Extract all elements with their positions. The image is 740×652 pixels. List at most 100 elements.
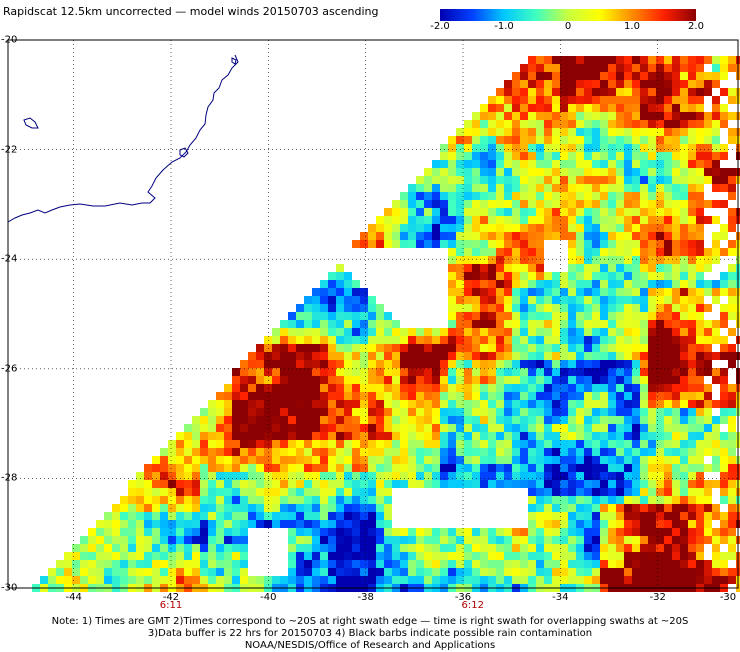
swath-cell [576, 424, 584, 432]
swath-cell [656, 464, 664, 472]
swath-cell [304, 352, 312, 360]
swath-cell [720, 224, 728, 232]
swath-cell [672, 96, 680, 104]
swath-cell [568, 88, 576, 96]
swath-cell [712, 432, 720, 440]
swath-cell [648, 504, 656, 512]
swath-cell [456, 296, 464, 304]
swath-cell [704, 216, 712, 224]
swath-cell [720, 144, 728, 152]
swath-cell [616, 120, 624, 128]
swath-cell [312, 344, 320, 352]
swath-cell [416, 376, 424, 384]
swath-cell [120, 528, 128, 536]
swath-cell [648, 352, 656, 360]
swath-cell [248, 472, 256, 480]
swath-cell [680, 200, 688, 208]
swath-cell [664, 240, 672, 248]
swath-cell [648, 248, 656, 256]
swath-cell [576, 384, 584, 392]
swath-cell [664, 424, 672, 432]
swath-cell [408, 392, 416, 400]
swath-cell [680, 416, 688, 424]
swath-cell [304, 344, 312, 352]
swath-cell [264, 392, 272, 400]
swath-cell [240, 400, 248, 408]
swath-cell [504, 280, 512, 288]
swath-cell [480, 152, 488, 160]
swath-cell [648, 512, 656, 520]
swath-cell [656, 208, 664, 216]
swath-cell [600, 464, 608, 472]
swath-cell [480, 176, 488, 184]
swath-cell [624, 96, 632, 104]
swath-cell [696, 344, 704, 352]
swath-cell [368, 560, 376, 568]
swath-cell [688, 304, 696, 312]
swath-cell [560, 544, 568, 552]
swath-cell [640, 184, 648, 192]
swath-cell [616, 448, 624, 456]
swath-cell [632, 184, 640, 192]
swath-cell [504, 288, 512, 296]
swath-cell [600, 488, 608, 496]
swath-cell [672, 264, 680, 272]
swath-cell [560, 160, 568, 168]
swath-cell [184, 576, 192, 584]
swath-cell [512, 424, 520, 432]
swath-cell [584, 456, 592, 464]
swath-cell [632, 472, 640, 480]
swath-cell [448, 464, 456, 472]
swath-cell [728, 192, 736, 200]
swath-cell [352, 432, 360, 440]
swath-cell [88, 576, 96, 584]
swath-cell [520, 568, 528, 576]
swath-cell [312, 448, 320, 456]
swath-cell [704, 416, 712, 424]
swath-cell [504, 552, 512, 560]
swath-cell [176, 472, 184, 480]
swath-cell [400, 424, 408, 432]
swath-cell [264, 456, 272, 464]
swath-cell [656, 576, 664, 584]
swath-cell [648, 432, 656, 440]
swath-cell [400, 528, 408, 536]
swath-cell [664, 152, 672, 160]
swath-cell [536, 376, 544, 384]
swath-cell [496, 104, 504, 112]
swath-cell [224, 432, 232, 440]
swath-cell [648, 160, 656, 168]
swath-cell [424, 328, 432, 336]
swath-cell [472, 408, 480, 416]
swath-cell [600, 144, 608, 152]
swath-cell [560, 480, 568, 488]
swath-cell [344, 424, 352, 432]
swath-cell [104, 560, 112, 568]
swath-cell [384, 456, 392, 464]
swath-cell [584, 368, 592, 376]
swath-cell [584, 528, 592, 536]
swath-cell [328, 336, 336, 344]
swath-cell [680, 312, 688, 320]
swath-cell [336, 352, 344, 360]
swath-cell [616, 88, 624, 96]
swath-cell [416, 384, 424, 392]
swath-cell [328, 464, 336, 472]
swath-cell [600, 168, 608, 176]
swath-cell [344, 328, 352, 336]
swath-cell [696, 72, 704, 80]
swath-cell [528, 488, 536, 496]
swath-cell [360, 448, 368, 456]
swath-cell [584, 112, 592, 120]
swath-cell [656, 560, 664, 568]
swath-cell [128, 480, 136, 488]
swath-cell [728, 184, 736, 192]
swath-cell [616, 72, 624, 80]
swath-cell [448, 480, 456, 488]
swath-cell [680, 128, 688, 136]
swath-cell [560, 472, 568, 480]
swath-cell [528, 504, 536, 512]
swath-cell [728, 56, 736, 64]
swath-cell [672, 88, 680, 96]
swath-cell [160, 552, 168, 560]
